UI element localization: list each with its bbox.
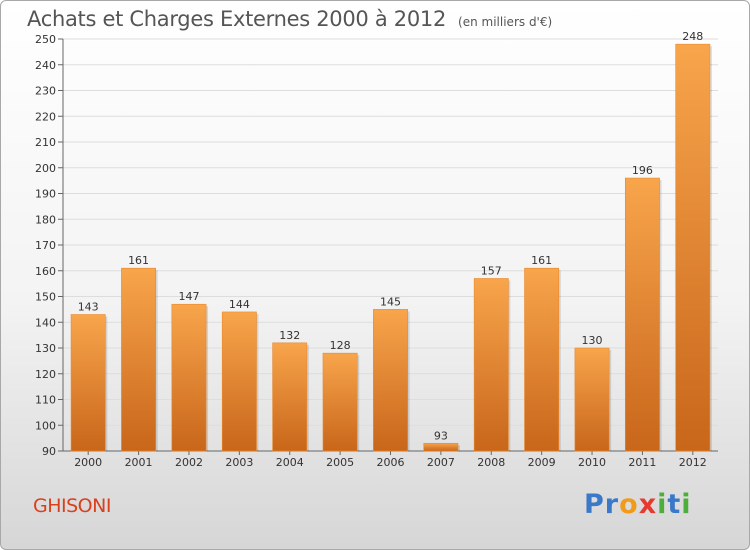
y-tick-label: 110 (35, 394, 56, 407)
bar (524, 267, 560, 452)
y-tick-label: 90 (42, 445, 56, 458)
y-tick-label: 180 (35, 213, 56, 226)
y-tick-label: 170 (35, 239, 56, 252)
labels: 90 100 110 120 130 140 150 160 170 180 190 200 210 22… (35, 30, 707, 469)
y-tick-label: 200 (35, 162, 56, 175)
bar (574, 347, 610, 452)
x-tick-label: 2003 (225, 456, 253, 469)
bars (70, 43, 712, 452)
value-label: 132 (279, 329, 300, 342)
proxiti-logo: Proxiti (584, 489, 692, 520)
bar (171, 303, 207, 452)
y-tick-label: 220 (35, 110, 56, 123)
bar (423, 442, 459, 452)
x-tick-label: 2004 (276, 456, 304, 469)
title-row: Achats et Charges Externes 2000 à 2012 (… (27, 7, 552, 31)
x-tick-label: 2011 (628, 456, 656, 469)
bar (322, 352, 358, 452)
y-tick-label: 250 (35, 33, 56, 46)
y-tick-label: 140 (35, 316, 56, 329)
value-label: 93 (434, 429, 448, 442)
x-tick-label: 2001 (125, 456, 153, 469)
y-tick-label: 130 (35, 342, 56, 355)
value-label: 196 (632, 164, 653, 177)
y-tick-label: 190 (35, 188, 56, 201)
bar (121, 267, 157, 452)
value-label: 161 (531, 254, 552, 267)
bar (473, 278, 509, 452)
value-label: 130 (582, 334, 603, 347)
y-tick-label: 100 (35, 419, 56, 432)
y-tick-label: 210 (35, 136, 56, 149)
y-tick-label: 150 (35, 291, 56, 304)
value-label: 144 (229, 298, 250, 311)
value-label: 161 (128, 254, 149, 267)
x-tick-label: 2002 (175, 456, 203, 469)
y-tick-label: 230 (35, 85, 56, 98)
bar (675, 43, 711, 452)
x-tick-label: 2012 (679, 456, 707, 469)
chart-title: Achats et Charges Externes 2000 à 2012 (27, 7, 447, 31)
value-label: 143 (78, 301, 99, 314)
chart-subtitle: (en milliers d'€) (458, 15, 553, 29)
value-label: 128 (330, 339, 351, 352)
value-label: 147 (178, 290, 199, 303)
x-tick-label: 2007 (427, 456, 455, 469)
x-tick-label: 2005 (326, 456, 354, 469)
x-tick-label: 2000 (74, 456, 102, 469)
bar (272, 342, 308, 452)
bar (221, 311, 257, 452)
bar (373, 309, 408, 452)
value-label: 157 (481, 264, 502, 277)
x-tick-label: 2009 (528, 456, 556, 469)
place-name: GHISONI (33, 495, 111, 517)
x-tick-label: 2006 (377, 456, 405, 469)
value-label: 248 (682, 30, 703, 43)
y-tick-label: 160 (35, 265, 56, 278)
y-tick-label: 240 (35, 59, 56, 72)
x-tick-label: 2008 (477, 456, 505, 469)
x-tick-label: 2010 (578, 456, 606, 469)
y-tick-label: 120 (35, 368, 56, 381)
bar (70, 314, 106, 452)
bar (624, 177, 660, 452)
value-label: 145 (380, 295, 401, 308)
